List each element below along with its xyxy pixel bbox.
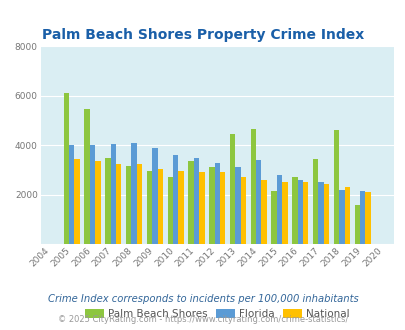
Bar [198, 172, 204, 244]
Bar [126, 166, 131, 244]
Bar [235, 168, 240, 244]
Bar [178, 171, 183, 244]
Bar [209, 168, 214, 244]
Bar [229, 134, 235, 244]
Bar [318, 182, 323, 244]
Bar [302, 182, 308, 244]
Bar [250, 129, 256, 244]
Text: Crime Index corresponds to incidents per 100,000 inhabitants: Crime Index corresponds to incidents per… [47, 294, 358, 304]
Bar [136, 164, 142, 244]
Bar [84, 109, 90, 244]
Text: Palm Beach Shores Property Crime Index: Palm Beach Shores Property Crime Index [42, 28, 363, 42]
Legend: Palm Beach Shores, Florida, National: Palm Beach Shores, Florida, National [81, 305, 353, 323]
Bar [240, 178, 245, 244]
Bar [147, 171, 152, 244]
Bar [281, 182, 287, 244]
Bar [261, 180, 266, 244]
Bar [167, 178, 173, 244]
Bar [188, 161, 193, 244]
Bar [297, 180, 302, 244]
Bar [157, 169, 162, 244]
Bar [173, 155, 178, 244]
Bar [312, 159, 318, 244]
Bar [90, 145, 95, 244]
Bar [105, 157, 110, 244]
Bar [193, 157, 198, 244]
Bar [323, 183, 328, 244]
Bar [116, 164, 121, 244]
Bar [344, 187, 349, 244]
Bar [152, 148, 157, 244]
Bar [364, 192, 370, 244]
Bar [359, 191, 364, 244]
Bar [333, 130, 338, 244]
Bar [214, 163, 220, 244]
Bar [292, 178, 297, 244]
Bar [95, 161, 100, 244]
Bar [256, 160, 261, 244]
Bar [69, 145, 74, 244]
Bar [276, 175, 281, 244]
Bar [220, 172, 225, 244]
Bar [110, 144, 116, 244]
Bar [131, 143, 136, 244]
Bar [338, 190, 344, 244]
Bar [64, 93, 69, 244]
Bar [271, 191, 276, 244]
Text: © 2025 CityRating.com - https://www.cityrating.com/crime-statistics/: © 2025 CityRating.com - https://www.city… [58, 315, 347, 324]
Bar [74, 159, 80, 244]
Bar [354, 205, 359, 244]
